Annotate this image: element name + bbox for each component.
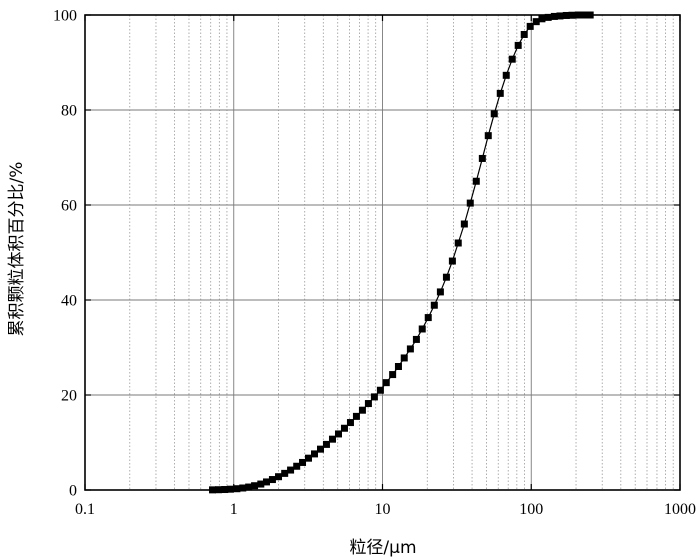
y-tick-label: 100	[53, 8, 77, 25]
y-tick-label: 20	[61, 388, 77, 405]
data-point-marker	[460, 220, 468, 228]
tick-layer: 0.1 1 10 100 1000 0 20 40 60 80 100	[53, 8, 696, 519]
data-point-marker	[311, 450, 318, 458]
data-point-marker	[478, 154, 486, 162]
y-axis-title: 累积颗粒体积百分比/%	[7, 162, 27, 337]
data-point-marker	[382, 379, 390, 387]
x-tick-label: 100	[519, 501, 543, 518]
data-point-marker	[340, 424, 348, 432]
data-point-marker	[352, 412, 360, 420]
data-point-marker	[389, 371, 397, 379]
data-point-marker	[508, 55, 516, 63]
x-tick-label: 10	[375, 501, 391, 518]
data-point-marker	[424, 314, 432, 322]
series-line	[212, 14, 591, 491]
x-axis-title: 粒径/μm	[349, 538, 416, 558]
data-point-marker	[275, 473, 283, 481]
y-tick-label: 60	[61, 198, 77, 215]
data-point-marker	[299, 458, 307, 466]
data-point-marker	[466, 199, 474, 207]
data-point-marker	[334, 430, 342, 438]
data-point-marker	[317, 445, 324, 453]
data-point-marker	[526, 22, 534, 30]
series-layer	[209, 11, 594, 494]
grid-layer	[84, 14, 681, 491]
data-point-marker	[257, 480, 265, 488]
data-point-marker	[448, 257, 456, 265]
data-point-marker	[430, 301, 438, 309]
data-point-marker	[496, 89, 504, 97]
x-tick-label: 1000	[664, 501, 696, 518]
data-point-marker	[556, 12, 564, 20]
data-point-marker	[400, 354, 408, 362]
data-point-marker	[394, 363, 402, 370]
y-tick-label: 0	[69, 483, 77, 500]
data-point-marker	[472, 177, 480, 185]
data-point-marker	[544, 13, 552, 21]
data-point-marker	[322, 440, 330, 448]
data-point-marker	[418, 325, 426, 333]
data-point-marker	[358, 406, 366, 414]
x-tick-label: 1	[230, 501, 238, 518]
data-point-marker	[251, 482, 259, 490]
data-point-marker	[454, 239, 462, 247]
data-point-marker	[268, 476, 276, 484]
data-point-marker	[502, 71, 510, 79]
data-point-marker	[245, 483, 253, 491]
data-point-marker	[226, 485, 234, 493]
data-point-marker	[442, 273, 450, 281]
data-point-marker	[412, 335, 420, 343]
data-point-marker	[514, 41, 522, 49]
data-point-marker	[328, 435, 336, 443]
data-point-marker	[520, 30, 528, 38]
data-point-marker	[484, 132, 492, 140]
data-point-marker	[550, 12, 558, 20]
x-tick-label: 0.1	[75, 501, 95, 518]
data-point-marker	[287, 466, 295, 474]
y-tick-label: 40	[61, 293, 77, 310]
data-point-marker	[364, 400, 372, 408]
data-point-marker	[370, 393, 378, 401]
data-point-marker	[239, 484, 247, 492]
data-point-marker	[262, 478, 270, 486]
data-point-marker	[532, 18, 540, 26]
data-point-marker	[304, 454, 312, 462]
y-tick-label: 80	[61, 103, 77, 120]
data-point-marker	[376, 386, 384, 394]
data-point-marker	[490, 110, 498, 118]
data-point-marker	[293, 462, 301, 470]
data-point-marker	[538, 15, 546, 23]
data-point-marker	[436, 288, 444, 296]
data-point-marker	[233, 485, 241, 493]
data-point-marker	[346, 419, 354, 427]
data-point-marker	[281, 469, 289, 477]
data-point-marker	[406, 345, 414, 353]
